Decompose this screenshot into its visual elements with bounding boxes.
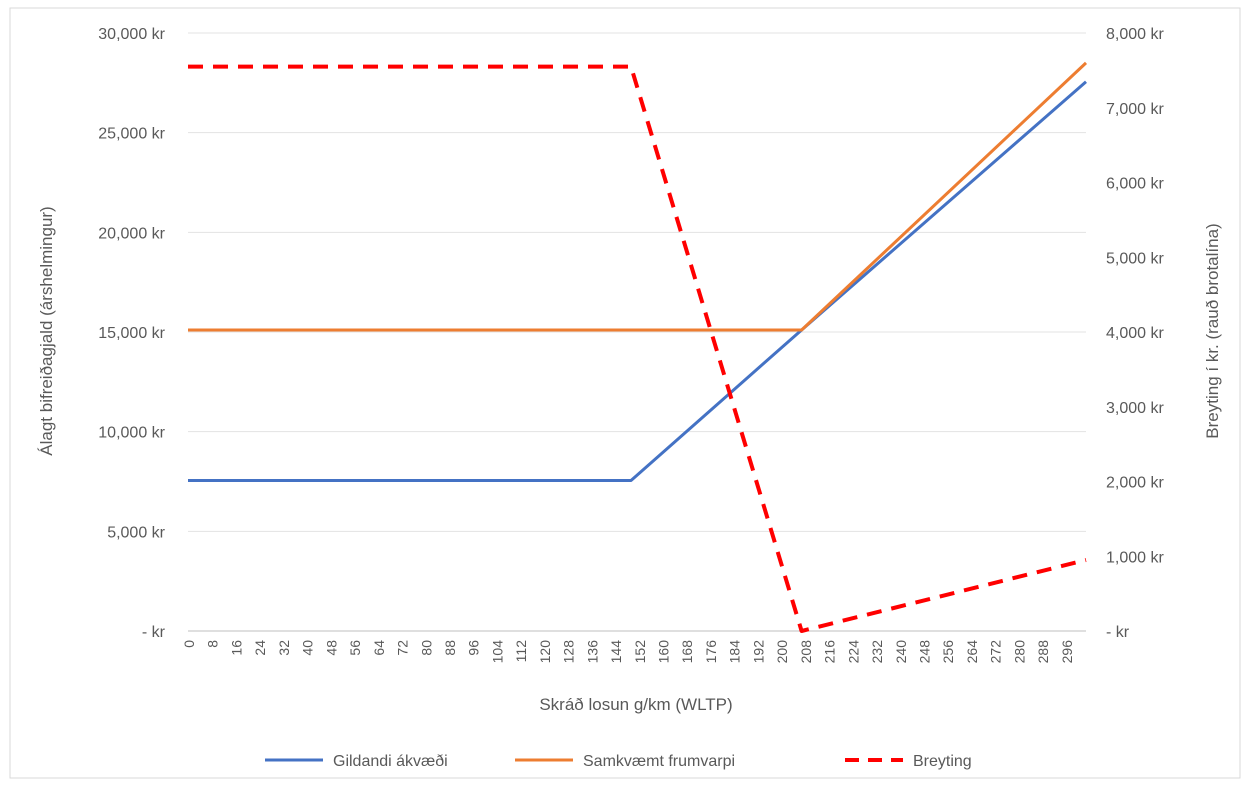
- right-axis-title: Breyting í kr. (rauð brotalína): [1203, 223, 1222, 438]
- x-axis-tick-labels: 0 8 16 24 32 40 48 56 64 72 80 88 96 104 112 120 128 136 1…: [181, 640, 1075, 664]
- x-tick-label: 264: [964, 640, 980, 664]
- right-tick-label: 6,000 kr: [1106, 176, 1164, 193]
- x-tick-label: 208: [798, 640, 814, 664]
- right-tick-label: 5,000 kr: [1106, 250, 1164, 267]
- x-tick-label: 232: [869, 640, 885, 664]
- x-tick-label: 224: [845, 640, 861, 664]
- x-tick-label: 136: [584, 640, 600, 664]
- x-tick-label: 296: [1059, 640, 1075, 664]
- x-tick-label: 88: [442, 640, 458, 656]
- x-tick-label: 72: [395, 640, 411, 656]
- legend: Gildandi ákvæði Samkvæmt frumvarpi Breytin…: [265, 753, 972, 770]
- right-tick-label: 2,000 kr: [1106, 475, 1164, 492]
- x-tick-label: 48: [323, 640, 339, 656]
- x-tick-label: 8: [205, 640, 221, 648]
- x-tick-label: 56: [347, 640, 363, 656]
- right-tick-label: 1,000 kr: [1106, 549, 1164, 566]
- series-lines: [188, 61, 1088, 633]
- right-tick-label: - kr: [1106, 624, 1130, 641]
- x-tick-label: 0: [181, 640, 197, 648]
- x-tick-label: 248: [917, 640, 933, 664]
- right-tick-label: 8,000 kr: [1106, 26, 1164, 43]
- x-tick-label: 216: [822, 640, 838, 664]
- x-axis-title: Skráð losun g/km (WLTP): [539, 695, 732, 714]
- left-tick-label: 5,000 kr: [107, 524, 165, 541]
- left-tick-label: 25,000 kr: [98, 126, 165, 143]
- x-tick-label: 128: [561, 640, 577, 664]
- right-tick-label: 3,000 kr: [1106, 400, 1164, 417]
- x-tick-label: 200: [774, 640, 790, 664]
- x-tick-label: 64: [371, 640, 387, 656]
- x-tick-label: 152: [632, 640, 648, 664]
- right-axis-tick-labels: - kr 1,000 kr 2,000 kr 3,000 kr 4,000 kr 5,00…: [1106, 26, 1164, 641]
- chart-border: [9, 7, 1241, 779]
- x-tick-label: 240: [893, 640, 909, 664]
- legend-label-3: Breyting: [913, 753, 972, 770]
- legend-label-2: Samkvæmt frumvarpi: [583, 753, 735, 770]
- legend-label-1: Gildandi ákvæði: [333, 753, 448, 770]
- left-axis-title: Álagt bifreiðagjald (árshelmingur): [37, 206, 56, 455]
- gridlines: [188, 32, 1086, 632]
- x-tick-label: 184: [727, 640, 743, 664]
- x-tick-label: 32: [276, 640, 292, 656]
- x-tick-label: 256: [940, 640, 956, 664]
- x-tick-label: 280: [1011, 640, 1027, 664]
- left-tick-label: 10,000 kr: [98, 425, 165, 442]
- x-tick-label: 40: [300, 640, 316, 656]
- x-tick-label: 112: [513, 640, 529, 663]
- series-line-1: [188, 80, 1087, 482]
- x-tick-label: 104: [489, 640, 505, 664]
- left-tick-label: - kr: [142, 624, 166, 641]
- left-tick-label: 20,000 kr: [98, 225, 165, 242]
- x-tick-label: 24: [252, 640, 268, 656]
- series-line-2: [188, 61, 1088, 332]
- x-tick-label: 80: [418, 640, 434, 656]
- x-tick-label: 168: [679, 640, 695, 664]
- x-tick-label: 96: [466, 640, 482, 656]
- left-tick-label: 30,000 kr: [98, 26, 165, 43]
- x-tick-label: 288: [1035, 640, 1051, 664]
- right-tick-label: 4,000 kr: [1106, 325, 1164, 342]
- left-tick-label: 15,000 kr: [98, 325, 165, 342]
- series-line-3: [188, 64, 1087, 633]
- x-tick-label: 160: [656, 640, 672, 664]
- x-tick-label: 144: [608, 640, 624, 664]
- x-tick-label: 272: [988, 640, 1004, 664]
- left-axis-tick-labels: - kr 5,000 kr 10,000 kr 15,000 kr 20,000 kr 2…: [98, 26, 165, 641]
- x-tick-label: 176: [703, 640, 719, 664]
- x-tick-label: 120: [537, 640, 553, 664]
- x-tick-label: 16: [229, 640, 245, 656]
- x-tick-label: 192: [750, 640, 766, 664]
- right-tick-label: 7,000 kr: [1106, 101, 1164, 118]
